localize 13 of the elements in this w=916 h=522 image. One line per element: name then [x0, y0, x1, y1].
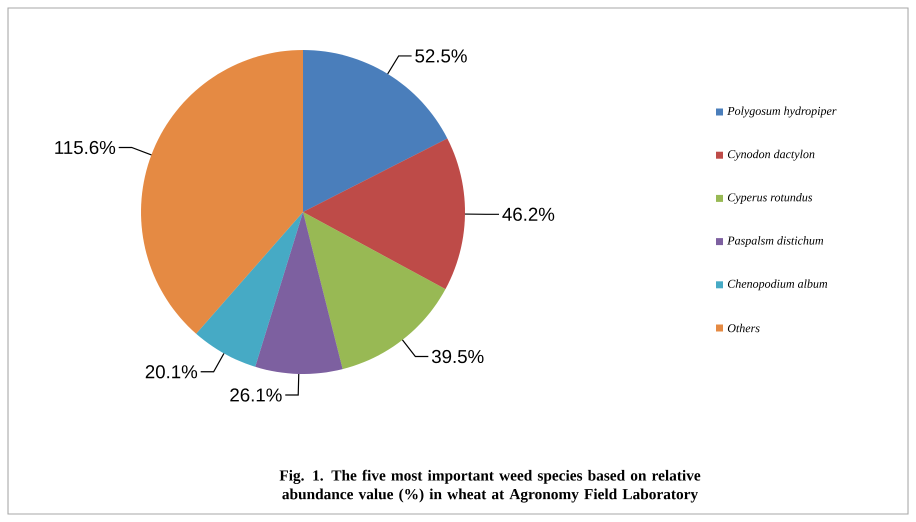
data-label: 26.1% — [230, 388, 282, 402]
legend-label: Paspalsm distichum — [727, 236, 824, 248]
text: Fig. 1. The five most important weed species based on relative abundance value (%) in wheat at Agronomy Field Laboratory — [280, 470, 700, 503]
legend-label: Cynodon dactylon — [728, 150, 814, 161]
legend-label: Cyperus rotundus — [728, 192, 812, 204]
legend-label: Chenopodium album — [728, 279, 828, 290]
data-label: 20.1% — [146, 365, 198, 378]
data-label: 46.2% — [502, 208, 554, 221]
data-label: 52.5% — [415, 49, 467, 63]
legend-label: Polygosum hydropiper — [727, 106, 837, 118]
data-label: 115.6% — [55, 140, 116, 154]
data-label: 39.5% — [432, 350, 484, 364]
legend-label: Others — [728, 324, 760, 332]
